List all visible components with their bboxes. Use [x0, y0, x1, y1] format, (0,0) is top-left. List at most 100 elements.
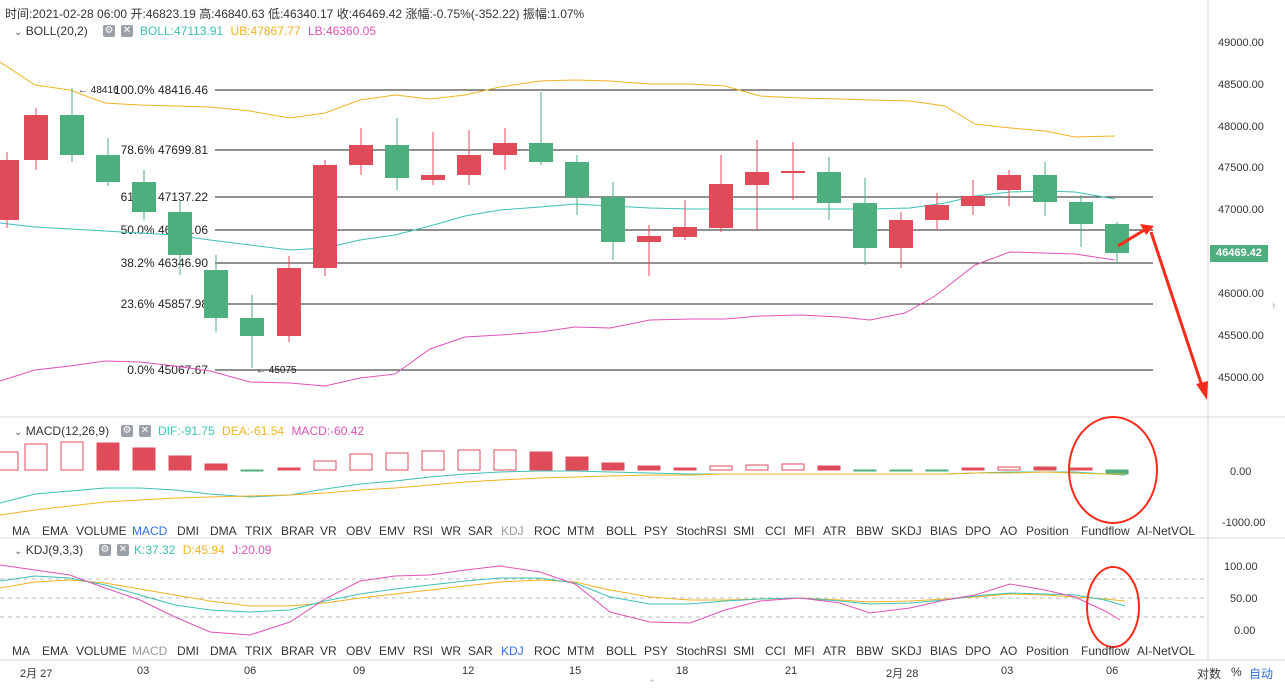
candle-up[interactable] — [709, 155, 733, 232]
tab-psy[interactable]: PSY — [644, 524, 669, 538]
tab-ao[interactable]: AO — [1000, 524, 1018, 538]
candle-down[interactable] — [1069, 195, 1093, 247]
tab-volume[interactable]: VOLUME — [76, 524, 127, 538]
tab-bias[interactable]: BIAS — [930, 644, 958, 658]
close-icon[interactable]: ✕ — [121, 25, 133, 37]
chevron-down-icon[interactable]: ⌄ — [14, 546, 23, 557]
candle-up[interactable] — [889, 212, 913, 268]
candle-down[interactable] — [204, 255, 228, 332]
tab-sar[interactable]: SAR — [468, 524, 493, 538]
tab-ema[interactable]: EMA — [42, 524, 69, 538]
tab-mfi[interactable]: MFI — [794, 644, 815, 658]
tab-bbw[interactable]: BBW — [856, 644, 884, 658]
tab-vr[interactable]: VR — [320, 644, 337, 658]
log-scale-toggle[interactable]: 对数 — [1197, 667, 1222, 681]
tab-macd[interactable]: MACD — [132, 644, 168, 658]
close-icon[interactable]: ✕ — [139, 425, 151, 437]
candle-up[interactable] — [421, 132, 445, 185]
tab-ai-netvol[interactable]: AI-NetVOL — [1137, 524, 1196, 538]
tab-vr[interactable]: VR — [320, 524, 337, 538]
candle-up[interactable] — [745, 140, 769, 230]
tab-boll[interactable]: BOLL — [606, 644, 637, 658]
tab-volume[interactable]: VOLUME — [76, 644, 127, 658]
candle-up[interactable] — [349, 128, 373, 175]
tab-fundflow[interactable]: Fundflow — [1081, 644, 1130, 658]
candle-up[interactable] — [961, 180, 985, 215]
candle-up[interactable] — [0, 152, 19, 228]
tab-emv[interactable]: EMV — [379, 644, 406, 658]
candle-down[interactable] — [60, 88, 84, 162]
tab-obv[interactable]: OBV — [346, 644, 372, 658]
tab-kdj[interactable]: KDJ — [501, 524, 524, 538]
tab-atr[interactable]: ATR — [823, 524, 847, 538]
tab-smi[interactable]: SMI — [733, 644, 755, 658]
tab-dma[interactable]: DMA — [210, 524, 237, 538]
tab-rsi[interactable]: RSI — [413, 644, 434, 658]
tab-dmi[interactable]: DMI — [177, 644, 199, 658]
candle-down[interactable] — [601, 182, 625, 260]
tab-brar[interactable]: BRAR — [281, 644, 315, 658]
tab-sar[interactable]: SAR — [468, 644, 493, 658]
candle-down[interactable] — [853, 178, 877, 265]
candle-down[interactable] — [529, 92, 553, 165]
macd-circle-annotation[interactable] — [1068, 416, 1158, 524]
candle-up[interactable] — [457, 130, 481, 185]
tab-cci[interactable]: CCI — [765, 644, 786, 658]
tab-position[interactable]: Position — [1026, 524, 1069, 538]
tab-skdj[interactable]: SKDJ — [891, 644, 922, 658]
candle-up[interactable] — [277, 256, 301, 342]
kdj-circle-annotation[interactable] — [1086, 566, 1140, 648]
close-icon[interactable]: ✕ — [117, 544, 129, 556]
candle-down[interactable] — [1033, 162, 1057, 216]
candle-up[interactable] — [997, 170, 1021, 206]
tab-brar[interactable]: BRAR — [281, 524, 315, 538]
tab-stochrsi[interactable]: StochRSI — [676, 524, 727, 538]
tab-wr[interactable]: WR — [441, 644, 461, 658]
candle-down[interactable] — [240, 295, 264, 368]
candle-down[interactable] — [168, 200, 192, 275]
candle-up[interactable] — [925, 193, 949, 230]
tab-dma[interactable]: DMA — [210, 644, 237, 658]
tab-obv[interactable]: OBV — [346, 524, 372, 538]
candle-up[interactable] — [313, 160, 337, 276]
red-arrow-annotation[interactable] — [1117, 224, 1208, 400]
tab-mtm[interactable]: MTM — [567, 524, 595, 538]
candle-up[interactable] — [673, 200, 697, 240]
tab-trix[interactable]: TRIX — [245, 524, 273, 538]
candle-down[interactable] — [385, 118, 409, 190]
tab-roc[interactable]: ROC — [534, 644, 561, 658]
tab-boll[interactable]: BOLL — [606, 524, 637, 538]
gear-icon[interactable]: ⚙ — [103, 25, 115, 37]
chevron-right-icon[interactable]: › — [1272, 300, 1276, 311]
tab-dpo[interactable]: DPO — [965, 644, 992, 658]
gear-icon[interactable]: ⚙ — [99, 544, 111, 556]
tab-emv[interactable]: EMV — [379, 524, 406, 538]
gear-icon[interactable]: ⚙ — [121, 425, 133, 437]
tab-macd[interactable]: MACD — [132, 524, 168, 538]
tab-bbw[interactable]: BBW — [856, 524, 884, 538]
tab-ema[interactable]: EMA — [42, 644, 69, 658]
tab-wr[interactable]: WR — [441, 524, 461, 538]
tab-skdj[interactable]: SKDJ — [891, 524, 922, 538]
tab-dpo[interactable]: DPO — [965, 524, 992, 538]
tab-ma[interactable]: MA — [12, 644, 30, 658]
tab-ma[interactable]: MA — [12, 524, 30, 538]
tab-atr[interactable]: ATR — [823, 644, 847, 658]
percent-scale-toggle[interactable]: % — [1231, 665, 1242, 679]
candle-up[interactable] — [493, 128, 517, 170]
tab-ai-netvol[interactable]: AI-NetVOL — [1137, 644, 1196, 658]
candle-up[interactable] — [24, 108, 48, 170]
tab-stochrsi[interactable]: StochRSI — [676, 644, 727, 658]
tab-ao[interactable]: AO — [1000, 644, 1018, 658]
candle-down[interactable] — [817, 157, 841, 220]
tab-cci[interactable]: CCI — [765, 524, 786, 538]
tab-bias[interactable]: BIAS — [930, 524, 958, 538]
tab-mtm[interactable]: MTM — [567, 644, 595, 658]
tab-position[interactable]: Position — [1026, 644, 1069, 658]
chevron-up-icon[interactable]: ⌃ — [648, 678, 656, 688]
tab-mfi[interactable]: MFI — [794, 524, 815, 538]
tab-smi[interactable]: SMI — [733, 524, 755, 538]
tab-trix[interactable]: TRIX — [245, 644, 273, 658]
candle-down[interactable] — [132, 170, 156, 220]
candle-down[interactable] — [1105, 222, 1129, 263]
